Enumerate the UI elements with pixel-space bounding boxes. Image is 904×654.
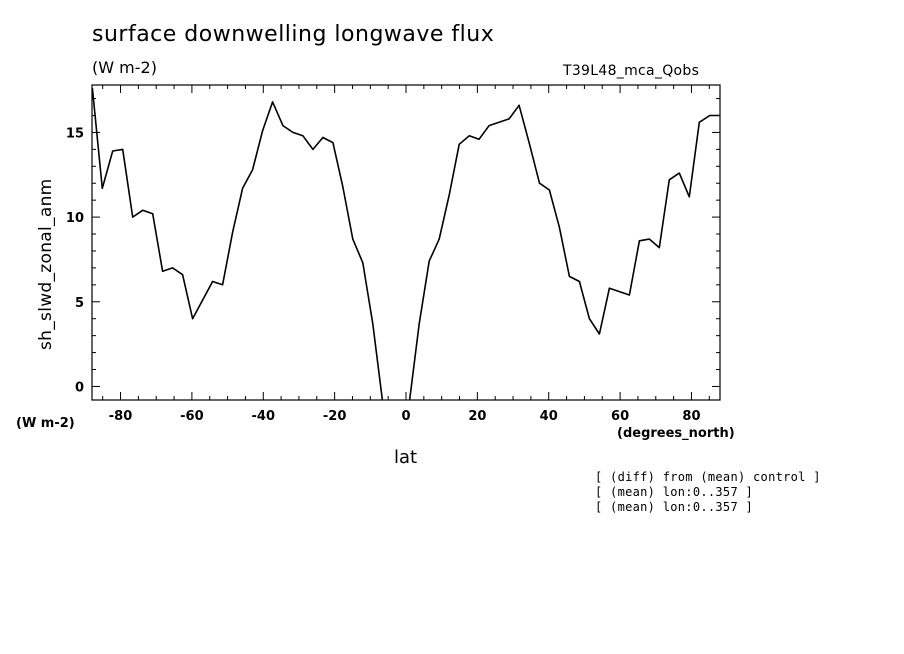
data-point [538, 182, 541, 184]
data-point [598, 333, 600, 335]
note-line: [ (mean) lon:0..357 ] [595, 500, 754, 514]
data-point [698, 121, 700, 123]
y-tick-label: 10 [66, 211, 84, 226]
y-tick-label: 5 [75, 296, 84, 311]
data-point [292, 131, 294, 134]
data-point [302, 135, 304, 137]
data-point [162, 270, 164, 272]
data-point [668, 179, 670, 181]
data-point [719, 114, 720, 117]
data-point [428, 260, 430, 262]
data-point [322, 136, 324, 139]
data-point [468, 135, 470, 137]
data-point [402, 403, 403, 404]
data-point [271, 101, 274, 103]
data-point [608, 287, 610, 289]
data-point [568, 275, 571, 277]
data-point [342, 186, 344, 188]
x-tick-label: 40 [540, 409, 558, 424]
x-tick-label: -80 [109, 409, 133, 424]
y-tick-label: 0 [75, 380, 84, 395]
note-line: [ (mean) lon:0..357 ] [595, 485, 754, 499]
data-point [362, 262, 364, 264]
data-point [182, 274, 184, 276]
data-point [588, 318, 591, 320]
data-point [392, 403, 393, 404]
data-point [332, 141, 334, 144]
data-point [202, 299, 204, 301]
x-tick-label: -60 [180, 409, 204, 424]
data-point [528, 141, 530, 144]
data-point [92, 87, 93, 89]
data-point [312, 148, 314, 150]
data-point [172, 267, 174, 269]
data-point [101, 187, 103, 189]
data-point [352, 238, 354, 240]
data-point [282, 125, 284, 127]
data-point [409, 403, 410, 404]
x-axis-units: (degrees_north) [617, 426, 735, 441]
data-point [132, 216, 134, 218]
data-point [478, 138, 480, 140]
x-tick-label: -40 [252, 409, 276, 424]
data-point [578, 280, 581, 283]
data-point [152, 213, 154, 215]
data-point [122, 148, 124, 150]
x-tick-label: 80 [682, 409, 700, 424]
x-tick-label: -20 [323, 409, 347, 424]
x-axis-label: lat [394, 447, 418, 468]
notes-block: [ (diff) from (mean) control ] [ (mean) … [595, 470, 821, 515]
data-point [458, 143, 460, 145]
note-line: [ (diff) from (mean) control ] [595, 470, 821, 484]
data-point [438, 238, 440, 240]
data-point [488, 125, 490, 127]
data-point [648, 238, 650, 240]
data-point [231, 231, 234, 233]
data-point [558, 226, 561, 228]
data-point [508, 118, 510, 120]
x-tick-label: 20 [468, 409, 486, 424]
run-name: T39L48_mca_Qobs [563, 63, 700, 79]
data-point [678, 172, 680, 174]
x-tick-label: 0 [401, 409, 410, 424]
y-axis-units: (W m-2) [16, 416, 75, 431]
data-point [548, 189, 551, 191]
data-point [658, 246, 660, 249]
data-point [518, 104, 520, 106]
data-point [618, 291, 620, 293]
data-point [448, 194, 450, 196]
data-point [688, 196, 690, 198]
data-point [628, 294, 630, 296]
y-tick-label: 15 [66, 126, 84, 141]
x-tick-label: 60 [611, 409, 629, 424]
data-point [212, 280, 214, 283]
series-line [92, 88, 720, 400]
data-point [221, 284, 224, 286]
data-point [251, 169, 254, 171]
data-point [241, 187, 244, 189]
data-point [372, 323, 374, 325]
data-point [112, 150, 114, 152]
data-point [192, 318, 194, 320]
chart-units: (W m-2) [92, 58, 157, 77]
data-point [638, 240, 640, 242]
chart-title: surface downwelling longwave flux [92, 22, 495, 47]
plot-frame [91, 84, 721, 401]
data-point [382, 403, 383, 404]
data-point [142, 209, 144, 211]
data-point [418, 323, 420, 325]
data-point [498, 121, 500, 123]
data-point [261, 130, 264, 132]
data-point [709, 114, 711, 117]
